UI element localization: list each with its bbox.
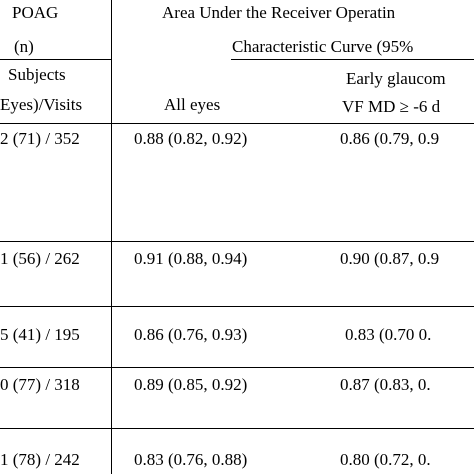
row-divider — [0, 306, 474, 307]
table-row-n: 0 (77) / 318 — [0, 375, 80, 394]
row-divider — [0, 59, 111, 60]
table-row-n: 1 (78) / 242 — [0, 450, 80, 469]
table-row-early: 0.80 (0.72, 0. — [340, 450, 431, 469]
header-vf-md: VF MD ≥ -6 d — [342, 97, 441, 116]
header-n: (n) — [14, 37, 34, 56]
table-row-all: 0.86 (0.76, 0.93) — [134, 325, 248, 344]
table-row-n: 2 (71) / 352 — [0, 129, 80, 148]
table-row-early: 0.87 (0.83, 0. — [340, 375, 431, 394]
table-row-all: 0.91 (0.88, 0.94) — [134, 249, 248, 268]
table-row-early: 0.83 (0.70 0. — [345, 325, 432, 344]
table-row-all: 0.83 (0.76, 0.88) — [134, 450, 248, 469]
header-auc-line2: Characteristic Curve (95% — [232, 37, 414, 56]
col-divider — [111, 0, 112, 474]
header-all-eyes: All eyes — [164, 95, 221, 114]
table-row-n: 1 (56) / 262 — [0, 249, 80, 268]
header-subjects: Subjects — [8, 65, 66, 84]
table-row-n: 5 (41) / 195 — [0, 325, 80, 344]
header-early-glaucoma: Early glaucom — [346, 69, 446, 88]
table-row-early: 0.90 (0.87, 0.9 — [340, 249, 440, 268]
row-divider — [231, 59, 474, 60]
table-row-early: 0.86 (0.79, 0.9 — [340, 129, 440, 148]
row-divider — [0, 123, 474, 124]
header-poag: POAG — [12, 3, 59, 22]
table-row-all: 0.88 (0.82, 0.92) — [134, 129, 248, 148]
table-row-all: 0.89 (0.85, 0.92) — [134, 375, 248, 394]
header-eyes-visits: Eyes)/Visits — [0, 95, 83, 114]
row-divider — [0, 428, 474, 429]
row-divider — [0, 241, 474, 242]
header-auc-line1: Area Under the Receiver Operatin — [162, 3, 396, 22]
row-divider — [0, 367, 474, 368]
